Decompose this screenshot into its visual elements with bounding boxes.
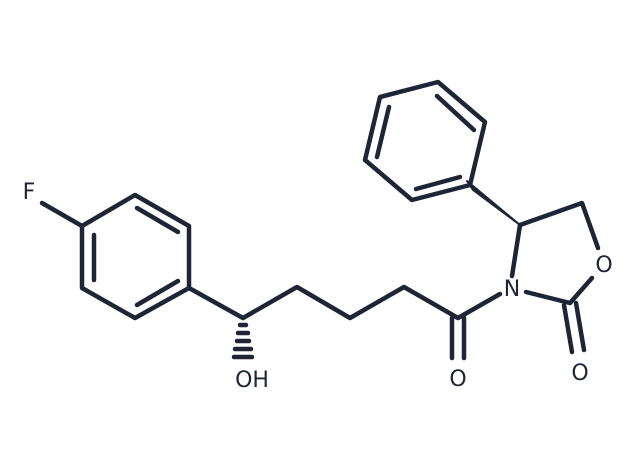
wedge-bond — [466, 180, 521, 226]
bonds — [39, 79, 601, 361]
atom-label: F — [23, 180, 36, 205]
atom-label: O — [571, 361, 588, 386]
atom-label: O — [449, 367, 466, 392]
atom-label: N — [504, 277, 520, 302]
atom-label: OH — [235, 368, 269, 393]
atom-label: O — [595, 253, 612, 278]
hash-bond — [231, 322, 255, 360]
